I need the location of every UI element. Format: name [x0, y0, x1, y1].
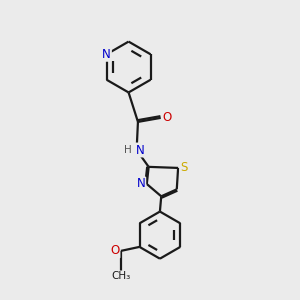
Text: N: N [102, 48, 111, 61]
Text: N: N [136, 143, 144, 157]
Text: H: H [124, 145, 132, 155]
Text: O: O [110, 244, 119, 257]
Text: N: N [136, 178, 145, 190]
Text: CH₃: CH₃ [111, 271, 130, 281]
Text: O: O [162, 111, 171, 124]
Text: S: S [180, 161, 188, 174]
